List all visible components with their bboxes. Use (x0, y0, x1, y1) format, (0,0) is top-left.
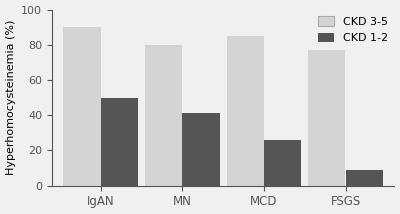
Bar (346, 170, 383, 186)
Bar (227, 36, 264, 186)
Bar (264, 140, 301, 186)
Bar (101, 98, 138, 186)
Bar (182, 113, 220, 186)
Bar (308, 50, 346, 186)
Legend: CKD 3-5, CKD 1-2: CKD 3-5, CKD 1-2 (317, 15, 389, 45)
Bar (145, 45, 182, 186)
Bar (64, 27, 101, 186)
Y-axis label: Hyperhomocysteinemia (%): Hyperhomocysteinemia (%) (6, 20, 16, 175)
